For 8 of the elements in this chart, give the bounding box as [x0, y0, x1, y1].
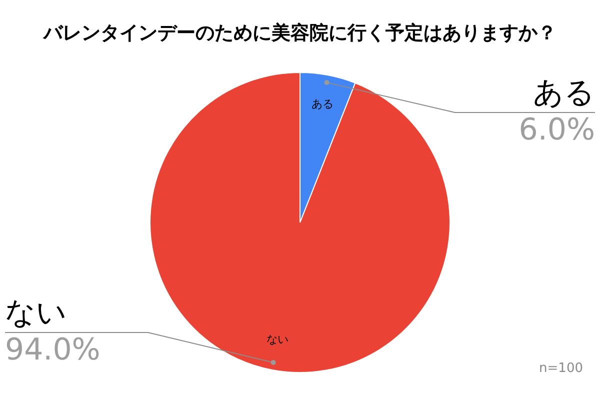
data-label: 6.0%: [518, 112, 595, 148]
slice-label: ある: [311, 97, 334, 110]
chart-title: バレンタインデーのために美容院に行く予定はありますか？: [44, 21, 556, 45]
data-label: 94.0%: [5, 332, 100, 368]
slice-label: ない: [266, 333, 289, 346]
slice-label: ない: [5, 295, 67, 330]
text: n=100: [539, 361, 583, 376]
slice-label: ある: [533, 75, 595, 110]
